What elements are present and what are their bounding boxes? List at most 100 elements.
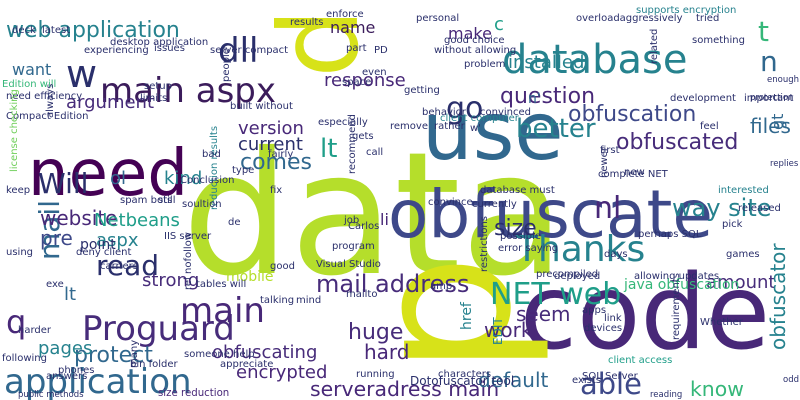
cloud-word: part [346, 43, 367, 54]
cloud-word: obfuscator [766, 243, 790, 350]
cloud-word: seem [516, 302, 571, 326]
cloud-word: Carlos [348, 221, 380, 232]
cloud-word: amp [430, 281, 453, 292]
cloud-word: convinced [480, 107, 531, 118]
cloud-word: protect [74, 343, 153, 368]
cloud-word: PD [374, 45, 388, 56]
cloud-word: keep [6, 185, 31, 196]
cloud-word: Proguard [82, 309, 235, 349]
cloud-word: de [228, 217, 241, 228]
cloud-word: important [744, 93, 794, 104]
cloud-word: enough [767, 75, 799, 85]
cloud-word: public methods [18, 389, 84, 400]
cloud-word: games [726, 249, 760, 260]
cloud-word: amount [706, 272, 776, 293]
cloud-word: program [332, 241, 375, 252]
cloud-word: hard [364, 340, 410, 364]
cloud-word: lt [320, 134, 338, 164]
cloud-word: mind [296, 295, 322, 306]
cloud-word: strong [142, 270, 200, 291]
cloud-word: rather [434, 121, 465, 132]
cloud-word: tables will [196, 279, 247, 290]
cloud-word: response [324, 70, 406, 91]
cloud-word: main [180, 291, 265, 331]
cloud-word: deny client [76, 247, 132, 258]
cloud-word: IIS server [164, 231, 212, 242]
cloud-word: link [604, 313, 622, 324]
cloud-word: kind [164, 168, 203, 189]
cloud-word: encrypted [236, 362, 328, 383]
cloud-word: harder [18, 325, 52, 336]
cloud-word: n [760, 45, 778, 78]
cloud-word: w' [470, 123, 481, 134]
cloud-word: protection [750, 93, 794, 103]
cloud-word: size reduction [158, 387, 230, 399]
cloud-word: Conclusion [180, 175, 235, 186]
cloud-word: experiencing [84, 45, 149, 56]
cloud-word: released [738, 203, 781, 214]
cloud-word: Compact Edition [6, 111, 89, 122]
cloud-word: pages [38, 338, 93, 359]
cloud-word: reduction results [209, 125, 220, 210]
cloud-word: type [232, 165, 255, 176]
cloud-word: limits [140, 93, 168, 104]
cloud-word: running [356, 369, 395, 380]
cloud-word: need efficiency [6, 91, 83, 102]
cloud-word: appreciate [220, 359, 274, 370]
cloud-word: good [270, 261, 295, 272]
cloud-word: carriers [100, 261, 138, 272]
cloud-word: nl [594, 191, 622, 226]
cloud-word: code [520, 253, 771, 373]
cloud-word: java obfuscation [624, 277, 740, 293]
cloud-word: error saying [498, 243, 559, 254]
cloud-word: good choice [444, 35, 505, 46]
cloud-word: bin folder [130, 359, 178, 370]
cloud-word: bad [202, 149, 221, 160]
cloud-word: odd [783, 375, 799, 385]
cloud-word: issues [154, 43, 185, 54]
cloud-word: comes [240, 150, 312, 175]
cloud-word: following [2, 353, 47, 364]
cloud-word: recommend [347, 114, 358, 174]
cloud-word: argument [66, 92, 155, 113]
cloud-word: use [422, 85, 564, 178]
cloud-word: replies [770, 159, 799, 169]
cloud-word: current [238, 134, 303, 155]
cloud-word: spam bots [120, 195, 173, 206]
cloud-word: serveradress main [310, 376, 500, 400]
cloud-word: go [446, 91, 484, 126]
cloud-word: Netbeans [94, 210, 180, 231]
cloud-word: q [6, 303, 27, 341]
cloud-word: files [750, 114, 791, 138]
cloud-word: Thanks [516, 229, 646, 270]
cloud-word: question [500, 84, 596, 109]
cloud-word: perhaps SQL [638, 229, 702, 240]
cloud-word: job [344, 215, 360, 226]
cloud-word: li [380, 210, 389, 229]
cloud-word: newer [599, 147, 610, 178]
cloud-word: personal [416, 13, 460, 24]
cloud-word: new [624, 167, 645, 178]
cloud-word: many [129, 339, 140, 368]
cloud-word: restrictions [479, 216, 490, 272]
cloud-word: aspx [96, 230, 139, 251]
cloud-word: data [182, 116, 565, 314]
cloud-word: overloadaggressively [576, 13, 683, 24]
cloud-word: requirements [671, 273, 682, 340]
cloud-word: getting [404, 85, 440, 96]
cloud-word: feel [700, 121, 719, 132]
cloud-word: always [45, 83, 56, 118]
cloud-word: especially [318, 117, 368, 128]
cloud-word: deployed [554, 271, 601, 282]
cloud-word: exe [46, 279, 64, 290]
cloud-word: able [580, 367, 642, 400]
cloud-word: installed [508, 52, 585, 73]
cloud-word: server compact [210, 45, 289, 56]
cloud-word: characters [438, 369, 492, 380]
cloud-word: t [758, 15, 769, 48]
cloud-word: EDIT [491, 317, 505, 345]
cloud-word: still [158, 195, 176, 206]
cloud-word: exists [572, 375, 602, 386]
cloud-word: c [494, 14, 504, 35]
